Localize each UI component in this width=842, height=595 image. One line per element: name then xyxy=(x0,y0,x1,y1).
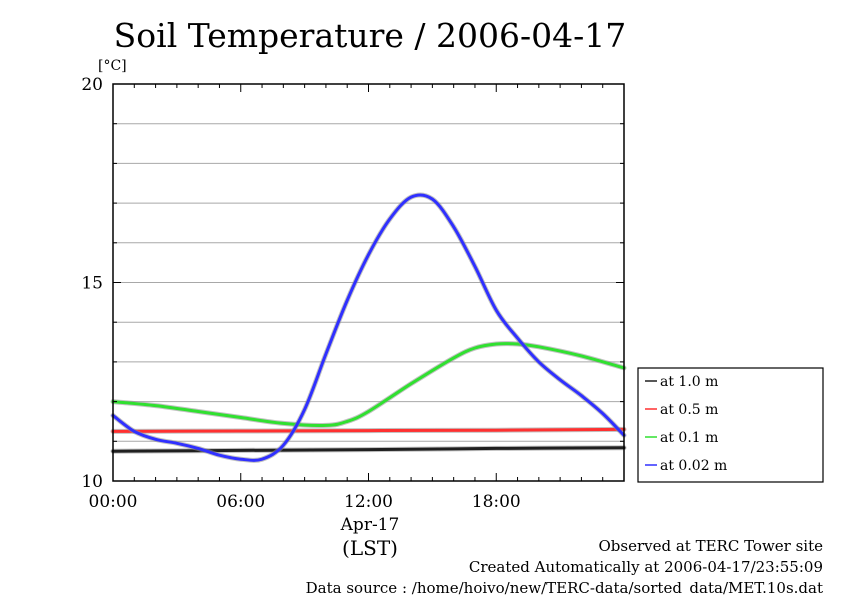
y-tick-label: 10 xyxy=(81,472,103,492)
x-axis-ticks: 00:00 06:00 12:00 18:00 xyxy=(89,84,625,512)
legend-label: at 0.1 m xyxy=(660,430,718,446)
y-axis-ticks: 10 15 20 xyxy=(81,75,624,492)
footer-source: Data source : /home/hoivo/new/TERC-data/… xyxy=(306,579,823,595)
x-axis-date-label: Apr-17 xyxy=(340,515,400,535)
y-axis-unit-label: [°C] xyxy=(98,58,127,74)
y-tick-label: 15 xyxy=(81,274,103,294)
footer-site: Observed at TERC Tower site xyxy=(598,537,823,555)
chart-title: Soil Temperature / 2006-04-17 xyxy=(114,16,627,55)
legend-item: at 1.0 m xyxy=(645,374,718,390)
series-lines xyxy=(110,192,627,463)
x-tick-label: 18:00 xyxy=(472,492,521,512)
y-tick-label: 20 xyxy=(81,75,103,95)
legend: at 1.0 m at 0.5 m at 0.1 m at 0.02 m xyxy=(637,367,824,483)
legend-label: at 1.0 m xyxy=(660,374,718,390)
legend-box xyxy=(637,367,824,483)
series-line xyxy=(111,342,626,427)
legend-item: at 0.5 m xyxy=(645,402,718,418)
x-axis-timezone-label: (LST) xyxy=(342,536,398,560)
x-tick-label: 06:00 xyxy=(216,492,265,512)
gridlines xyxy=(113,123,624,442)
series-line xyxy=(111,427,626,433)
x-tick-label: 00:00 xyxy=(89,492,138,512)
series-line xyxy=(111,193,626,462)
legend-item: at 0.1 m xyxy=(645,430,718,446)
legend-label: at 0.5 m xyxy=(660,402,718,418)
x-tick-label: 12:00 xyxy=(344,492,393,512)
legend-item: at 0.02 m xyxy=(645,458,727,474)
legend-label: at 0.02 m xyxy=(660,458,727,474)
footer-created: Created Automatically at 2006-04-17/23:5… xyxy=(469,558,823,576)
